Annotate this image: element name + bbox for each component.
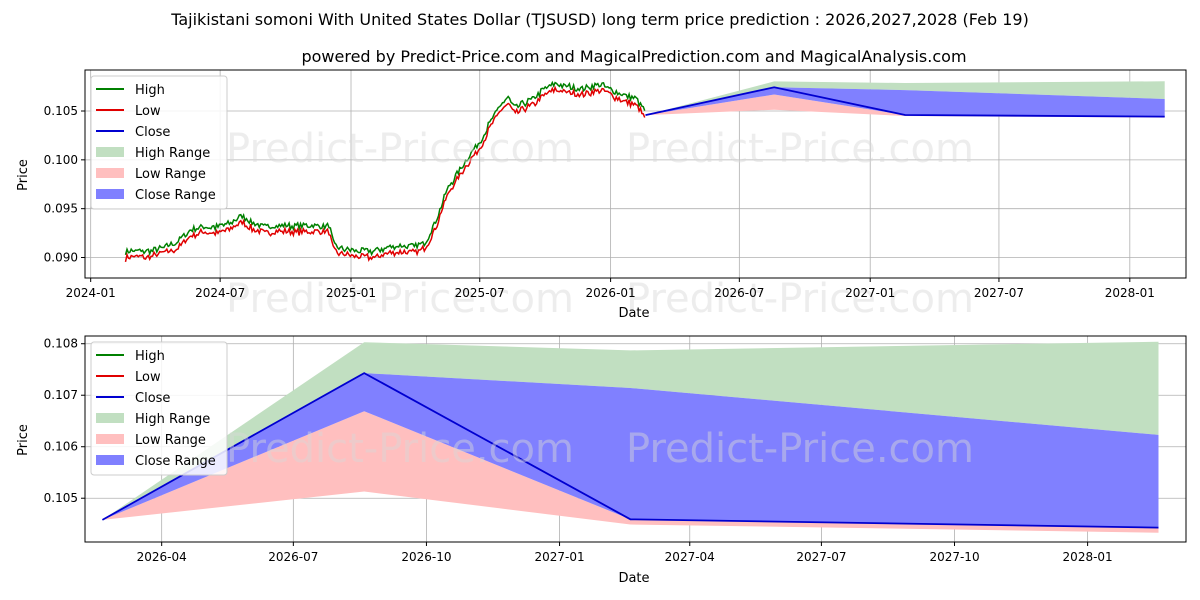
watermark-top-1: Predict-Price.com	[226, 126, 574, 172]
top-legend-patch-swatch	[96, 168, 124, 178]
bottom-legend-patch-swatch	[96, 434, 124, 444]
top-x-tick-label: 2024-01	[66, 286, 116, 300]
bottom-legend-patch-swatch	[96, 455, 124, 465]
top-y-axis: 0.090 0.095 0.100 0.105	[44, 104, 85, 264]
bottom-legend-label: Low Range	[135, 433, 206, 448]
top-low-range-band	[645, 94, 1165, 118]
watermark-bottom-1: Predict-Price.com	[226, 426, 574, 472]
bottom-plot	[101, 341, 1159, 533]
top-y-tick-label: 0.105	[44, 104, 78, 118]
top-close-forecast-line	[645, 86, 1165, 118]
top-legend: High Low Close High Range Low Range Close Ran…	[90, 75, 228, 210]
bottom-y-axis: 0.105 0.106 0.107 0.108	[44, 337, 85, 505]
top-x-tick-label: 2026-07	[714, 286, 764, 300]
bottom-watermarks: Predict-Price.com Predict-Price.com	[226, 426, 974, 472]
bottom-x-tick-label: 2026-04	[137, 550, 187, 564]
watermark-mid-1: Predict-Price.com	[226, 276, 574, 322]
top-x-axis-label: Date	[618, 306, 649, 321]
top-watermarks: Predict-Price.com Predict-Price.com Pred…	[226, 126, 974, 322]
bottom-x-tick-label: 2028-01	[1063, 550, 1113, 564]
top-legend-label: High	[135, 83, 165, 98]
top-high-range-band	[645, 81, 1165, 116]
top-legend-label: Low	[135, 104, 161, 119]
top-x-tick-label: 2027-07	[974, 286, 1024, 300]
bottom-legend-label: High Range	[135, 412, 210, 427]
bottom-y-tick-label: 0.107	[44, 388, 78, 402]
top-x-tick-label: 2026-01	[586, 286, 636, 300]
bottom-x-axis-label: Date	[618, 571, 649, 586]
top-plot	[124, 80, 1165, 263]
top-x-tick-label: 2025-01	[326, 286, 376, 300]
bottom-x-tick-label: 2027-04	[665, 550, 715, 564]
bottom-legend-box	[90, 341, 228, 476]
history-high-line	[124, 80, 646, 257]
bottom-legend-patch-swatch	[96, 413, 124, 423]
chart-subtitle: powered by Predict-Price.com and Magical…	[301, 47, 966, 66]
top-y-tick-label: 0.090	[44, 250, 78, 264]
bottom-x-tick-label: 2026-10	[401, 550, 451, 564]
top-x-tick-label: 2027-01	[845, 286, 895, 300]
bottom-y-axis-label: Price	[16, 424, 31, 456]
top-legend-patch-swatch	[96, 147, 124, 157]
watermark-bottom-2: Predict-Price.com	[626, 426, 974, 472]
bottom-high-range-band	[102, 341, 1159, 520]
forecast-panel: Predict-Price.com Predict-Price.com 2026…	[16, 335, 1187, 586]
bottom-legend-label: Close Range	[135, 454, 216, 469]
bottom-legend-label: Low	[135, 370, 161, 385]
top-legend-label: High Range	[135, 146, 210, 161]
top-x-tick-label: 2024-07	[195, 286, 245, 300]
watermark-mid-2: Predict-Price.com	[626, 276, 974, 322]
bottom-legend-label: High	[135, 349, 165, 364]
top-legend-box	[90, 75, 228, 210]
top-x-axis: 2024-01 2024-07 2025-01 2025-07 2026-01 2026-…	[66, 278, 1155, 300]
bottom-x-tick-label: 2027-01	[534, 550, 584, 564]
bottom-legend-label: Close	[135, 391, 170, 406]
top-y-tick-label: 0.100	[44, 153, 78, 167]
top-plot-frame	[84, 69, 1187, 279]
bottom-legend: High Low Close High Range Low Range Close Ran…	[90, 341, 228, 476]
top-x-tick-label: 2028-01	[1105, 286, 1155, 300]
watermark-top-2: Predict-Price.com	[626, 126, 974, 172]
bottom-x-tick-label: 2026-07	[268, 550, 318, 564]
top-legend-label: Close	[135, 125, 170, 140]
history-low-line	[124, 85, 646, 263]
bottom-close-forecast-line	[101, 372, 1159, 529]
bottom-y-tick-label: 0.105	[44, 491, 78, 505]
top-legend-label: Close Range	[135, 188, 216, 203]
top-close-range-band	[645, 87, 1165, 117]
top-x-tick-label: 2025-07	[455, 286, 505, 300]
bottom-plot-frame	[84, 335, 1187, 543]
bottom-x-tick-label: 2027-10	[929, 550, 979, 564]
bottom-close-range-band	[102, 373, 1159, 528]
history-panel: Predict-Price.com Predict-Price.com Pred…	[16, 69, 1187, 322]
bottom-x-axis: 2026-04 2026-07 2026-10 2027-01 2027-04 2027-…	[137, 542, 1113, 564]
bottom-y-tick-label: 0.108	[44, 337, 78, 351]
top-legend-label: Low Range	[135, 167, 206, 182]
bottom-x-tick-label: 2027-07	[796, 550, 846, 564]
chart-title: Tajikistani somoni With United States Do…	[170, 10, 1029, 29]
top-legend-patch-swatch	[96, 189, 124, 199]
top-y-tick-label: 0.095	[44, 202, 78, 216]
bottom-low-range-band	[102, 411, 1159, 533]
top-y-axis-label: Price	[16, 159, 31, 191]
bottom-y-tick-label: 0.106	[44, 440, 78, 454]
